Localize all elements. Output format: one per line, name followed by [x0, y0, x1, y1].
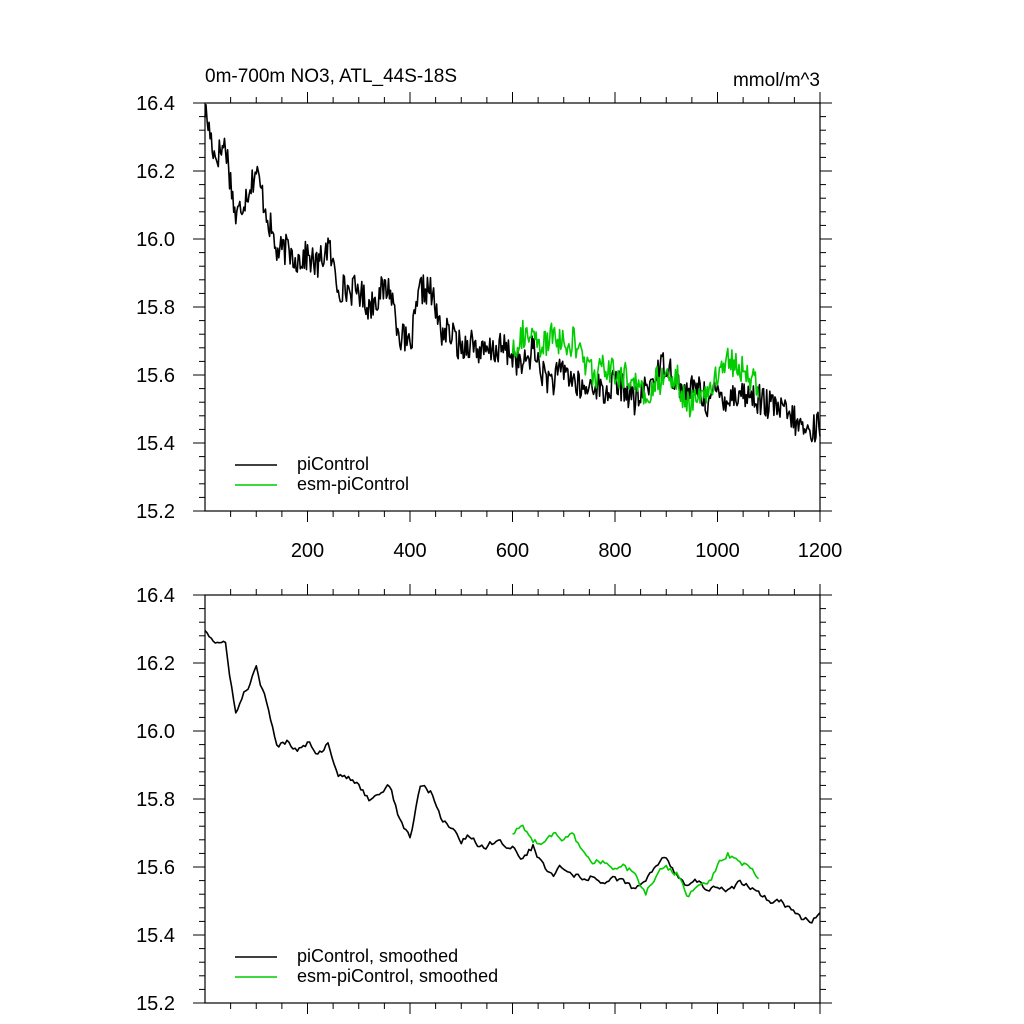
series-line-esm-picontrol: [511, 319, 760, 418]
y-tick-label: 16.4: [136, 585, 175, 607]
y-axis-labels: 15.2 15.4 15.6 15.8 16.0 16.2 16.4: [136, 93, 175, 523]
legend-label: piControl: [297, 454, 369, 474]
series-line-esm-picontrol: [512, 824, 760, 898]
series-group: [204, 104, 821, 443]
y-tick-label: 15.6: [136, 365, 175, 387]
y-tick-label: 16.4: [136, 93, 175, 115]
series-line-picontrol: [204, 104, 821, 443]
x-tick-label: 200: [291, 540, 324, 562]
plot-frame: [204, 102, 821, 512]
y-tick-label: 15.2: [136, 501, 175, 523]
x-tick-label: 600: [496, 540, 529, 562]
top-panel: 0m-700m NO3, ATL_44S-18S mmol/m^3 15.215…: [136, 66, 842, 562]
legend-label: piControl, smoothed: [297, 946, 458, 966]
y-tick-label: 15.4: [136, 433, 175, 455]
y-tick-label: 15.8: [136, 297, 175, 319]
plot-frame: [204, 594, 821, 1004]
legend-label: esm-piControl: [297, 474, 409, 494]
series-group: [204, 629, 821, 924]
y-tick-label: 15.8: [136, 789, 175, 811]
axis-ticks: [193, 92, 832, 522]
legend-label: esm-piControl, smoothed: [297, 966, 498, 986]
units-label: mmol/m^3: [733, 70, 820, 91]
x-tick-label: 400: [393, 540, 426, 562]
y-tick-label: 15.2: [136, 993, 175, 1015]
y-tick-label: 16.0: [136, 721, 175, 743]
y-tick-label: 15.4: [136, 925, 175, 947]
panel-title: 0m-700m NO3, ATL_44S-18S: [205, 66, 457, 87]
y-tick-label: 16.2: [136, 653, 175, 675]
y-axis-labels: 15.2 15.4 15.6 15.8 16.0 16.2 16.4: [136, 585, 175, 1015]
y-tick-label: 16.0: [136, 229, 175, 251]
x-axis-labels: 200 400 600 800 1000 1200: [291, 540, 842, 562]
x-tick-label: 800: [598, 540, 631, 562]
x-tick-label: 1200: [798, 540, 843, 562]
x-tick-label: 1000: [695, 540, 740, 562]
y-tick-label: 16.2: [136, 161, 175, 183]
bottom-panel: 15.2 15.4 15.6 15.8 16.0 16.2 16.4 piControl, …: [136, 584, 832, 1015]
axis-ticks: [193, 584, 832, 1014]
series-line-picontrol: [204, 629, 821, 924]
y-tick-label: 15.6: [136, 857, 175, 879]
